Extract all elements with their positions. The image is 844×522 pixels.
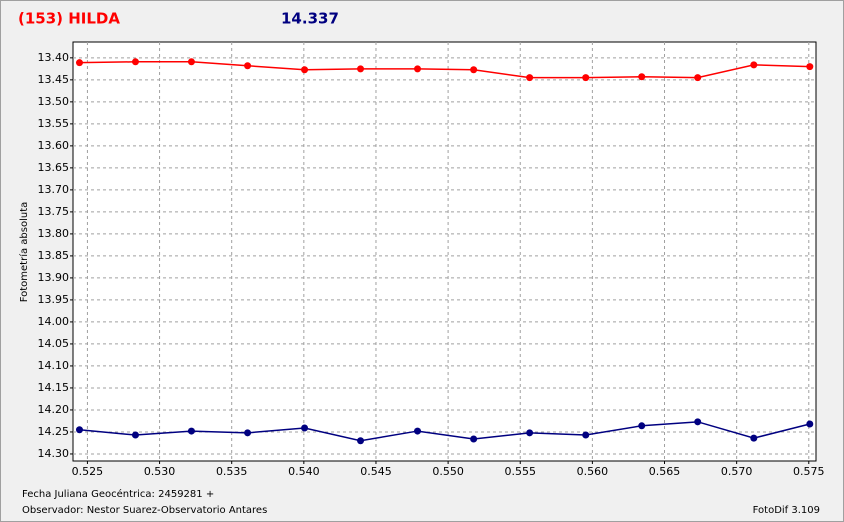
plot-area — [72, 41, 817, 462]
data-point — [357, 437, 365, 445]
y-tick-label: 14.15 — [38, 381, 70, 394]
x-tick-label: 0.540 — [288, 465, 320, 478]
data-point — [75, 426, 83, 434]
observer: Observador: Nestor Suarez-Observatorio A… — [22, 505, 267, 516]
chart-subtitle: 14.337 — [281, 10, 339, 28]
data-point — [244, 429, 252, 437]
data-point — [187, 58, 195, 66]
software: FotoDif 3.109 — [753, 505, 820, 516]
y-tick-label: 14.10 — [38, 359, 70, 372]
data-point — [131, 58, 139, 66]
data-point — [301, 424, 309, 432]
series-line — [79, 61, 810, 79]
data-point — [357, 65, 365, 73]
y-tick-label: 13.45 — [38, 73, 70, 86]
x-tick-label: 0.535 — [216, 465, 248, 478]
y-tick-label: 14.05 — [38, 337, 70, 350]
x-tick-label: 0.530 — [144, 465, 176, 478]
y-tick-label: 13.75 — [38, 205, 70, 218]
data-point — [414, 65, 422, 73]
y-tick-label: 13.85 — [38, 249, 70, 262]
data-point — [638, 73, 646, 81]
data-point — [582, 74, 590, 82]
y-tick-label: 14.00 — [38, 315, 70, 328]
data-point — [638, 422, 646, 430]
y-tick-label: 13.50 — [38, 95, 70, 108]
data-point — [526, 74, 534, 82]
data-point — [582, 431, 590, 439]
y-tick-label: 13.70 — [38, 183, 70, 196]
y-tick-label: 13.65 — [38, 161, 70, 174]
y-tick-label: 14.25 — [38, 425, 70, 438]
data-point — [750, 61, 758, 69]
x-tick-label: 0.555 — [504, 465, 536, 478]
y-tick-label: 13.80 — [38, 227, 70, 240]
y-tick-label: 13.55 — [38, 117, 70, 130]
y-tick-label: 13.95 — [38, 293, 70, 306]
y-axis-label: Fotometría absoluta — [18, 202, 30, 303]
y-tick-label: 14.20 — [38, 403, 70, 416]
data-point — [414, 427, 422, 435]
x-tick-label: 0.570 — [721, 465, 753, 478]
y-tick-label: 13.90 — [38, 271, 70, 284]
data-point — [187, 427, 195, 435]
x-tick-label: 0.545 — [360, 465, 392, 478]
y-tick-label: 13.60 — [38, 139, 70, 152]
data-point — [244, 62, 252, 70]
x-tick-label: 0.575 — [793, 465, 825, 478]
y-tick-label: 13.40 — [38, 51, 70, 64]
x-axis-label: Fecha Juliana Geocéntrica: 2459281 + — [22, 488, 214, 500]
data-point — [131, 431, 139, 439]
x-tick-label: 0.565 — [649, 465, 681, 478]
data-point — [806, 63, 814, 71]
x-tick-label: 0.560 — [577, 465, 609, 478]
data-point — [806, 420, 814, 428]
data-point — [470, 435, 478, 443]
data-point — [694, 74, 702, 82]
data-point — [470, 66, 478, 74]
y-tick-label: 14.30 — [38, 447, 70, 460]
chart-title: (153) HILDA — [18, 10, 120, 28]
data-point — [694, 418, 702, 426]
x-tick-label: 0.550 — [432, 465, 464, 478]
data-point — [301, 66, 309, 74]
data-point — [750, 434, 758, 442]
data-point — [526, 429, 534, 437]
series-line — [79, 421, 810, 442]
data-point — [75, 59, 83, 67]
x-tick-label: 0.525 — [72, 465, 104, 478]
